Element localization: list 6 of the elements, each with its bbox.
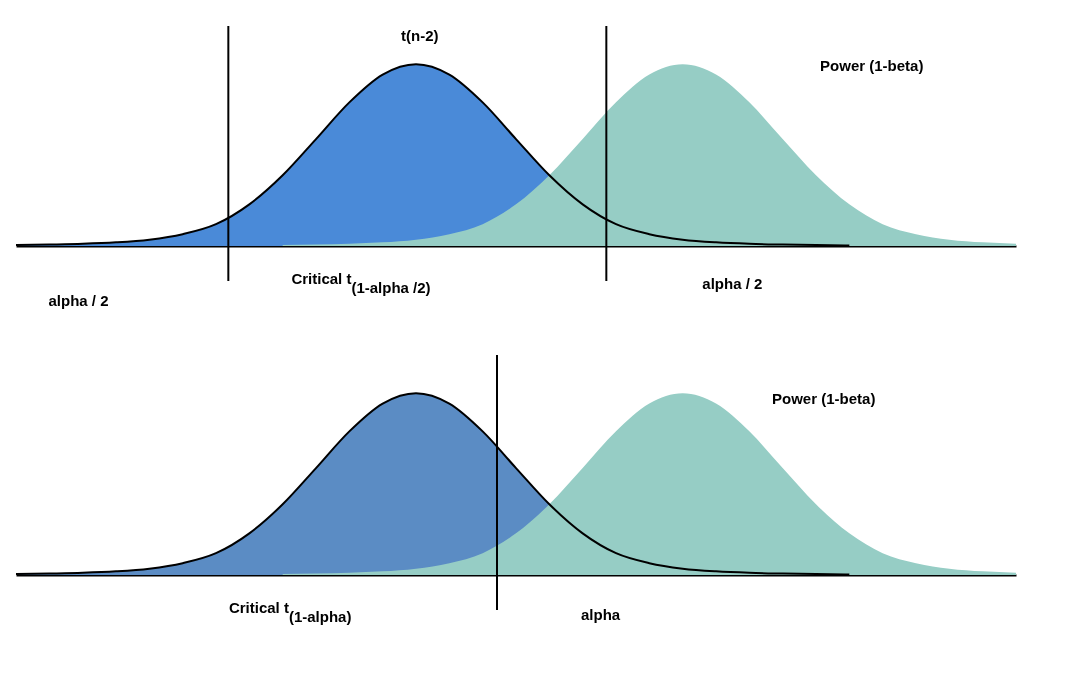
annotation: Power (1-beta) <box>772 390 876 407</box>
annotation: Power (1-beta) <box>820 57 924 74</box>
text: t(n-2) <box>401 27 439 45</box>
text: alpha / 2 <box>702 275 763 292</box>
text: alpha / 2 <box>48 292 109 309</box>
text: alpha <box>581 606 621 623</box>
